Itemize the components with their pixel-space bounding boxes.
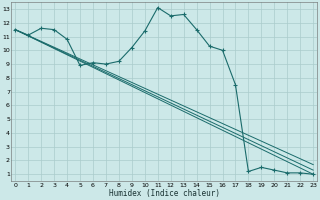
X-axis label: Humidex (Indice chaleur): Humidex (Indice chaleur) — [109, 189, 220, 198]
